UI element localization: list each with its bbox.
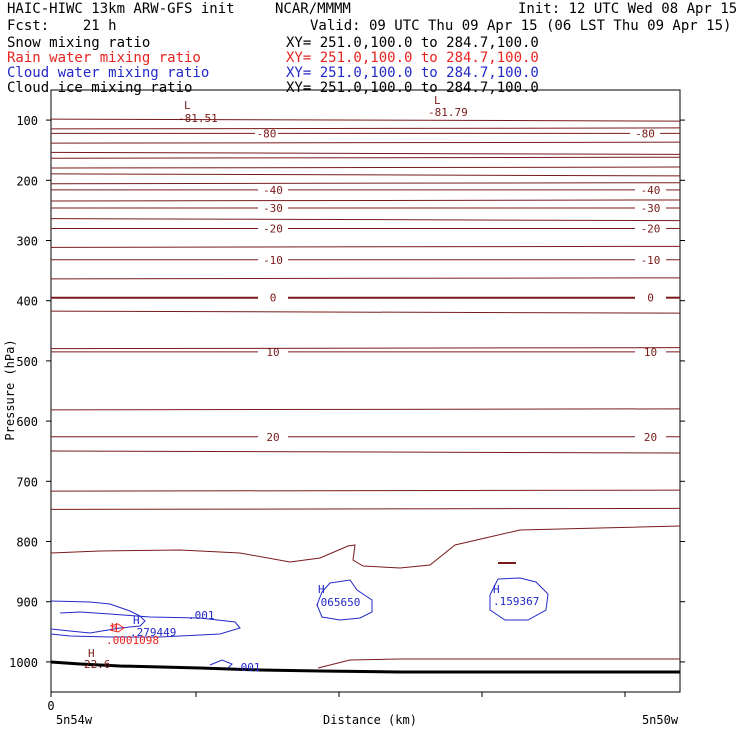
annotation-max-label: .065650 [314,596,360,609]
isotherm-line [50,199,681,202]
org-label: NCAR/MMMM [275,1,351,17]
y-tick-label: 800 [16,536,38,550]
plot-frame [50,89,681,693]
isotherm-line [50,173,681,177]
cloud-water-contour [50,600,146,634]
field-cloudwater-xy: XY= 251.0,100.0 to 284.7,100.0 [286,65,539,81]
isotherm-line [50,245,681,248]
isotherm-label: 20 [644,431,657,444]
isotherm-line [50,489,681,492]
isotherm-label: 20 [266,431,279,444]
rain-water-contour [109,623,125,633]
y-tick-label: 900 [16,596,38,610]
annotation-H-marker: H [88,647,95,660]
isotherm-line [50,218,681,222]
isotherm-line [50,450,681,454]
field-cloudice-name: Cloud ice mixing ratio [7,80,193,96]
x-tick-label-left: 5n54w [56,713,93,727]
isotherm-label: -20 [263,222,283,235]
isotherm-label: -20 [641,222,661,235]
annotation-H-marker: H [111,621,118,634]
annotation-min-label: -81.51 [178,112,218,125]
isotherm-label: -40 [263,184,283,197]
annotation-min-label: -81.79 [428,106,468,119]
y-axis-label: Pressure (hPa) [3,339,17,440]
cloud-water-contour [489,577,549,621]
x-origin-label: 0 [47,699,54,713]
y-tick-label: 100 [16,114,38,128]
field-cloudice-xy: XY= 251.0,100.0 to 284.7,100.0 [286,80,539,96]
annotation-H-marker: H [493,583,500,596]
isotherm-label: -80 [257,127,277,140]
isotherm-line [50,182,681,185]
isotherm-line [50,151,681,155]
y-tick-label: 1000 [9,656,38,670]
isotherm-line [50,156,681,159]
annotation-max-label: .279449 [130,626,176,639]
x-tick-label-right: 5n50w [642,713,679,727]
isotherm-label: 10 [266,346,279,359]
annotation-L-marker: L [434,94,441,107]
annotation-contour-label: .001 [188,609,215,622]
run-title: HAIC-HIWC 13km ARW-GFS init [7,1,235,17]
isotherm-label: -40 [641,184,661,197]
isotherm-line [50,507,681,510]
field-rain-xy: XY= 251.0,100.0 to 284.7,100.0 [286,50,539,66]
isotherm-label: -30 [641,202,661,215]
annotation-max-label: .159367 [493,595,539,608]
cloud-water-contour [209,659,233,669]
annotation-H-marker: H [318,583,325,596]
isotherm-line [50,127,681,130]
y-tick-label: 700 [16,475,38,489]
isotherm-label: 10 [644,346,657,359]
isotherm-label: 0 [270,292,277,305]
isotherm-line [50,141,681,144]
annotation-contour-label: .001 [234,661,261,674]
isotherm-line [50,525,681,569]
y-tick-label: 600 [16,415,38,429]
isotherm-line [50,347,681,350]
isotherm-label: -10 [641,254,661,267]
isotherm-line [50,277,681,280]
cloud-water-contour [50,611,241,638]
field-rain-name: Rain water mixing ratio [7,50,201,66]
field-snow-name: Snow mixing ratio [7,35,151,51]
isotherm-label: -80 [635,127,655,140]
annotation-max-label: .0001098 [106,634,159,647]
annotation-H-marker: H [133,614,140,627]
y-tick-label: 200 [16,174,38,188]
annotation-max-label: 22.6 [84,658,111,671]
isotherm-label: 0 [647,292,654,305]
isotherm-line [50,408,681,411]
forecast-hour: Fcst: 21 h [7,18,117,34]
field-cloudwater-name: Cloud water mixing ratio [7,65,210,81]
valid-time: Valid: 09 UTC Thu 09 Apr 15 (06 LST Thu … [310,18,732,34]
cloud-water-contour [316,579,373,621]
isotherm-line [50,310,681,314]
y-tick-label: 500 [16,355,38,369]
isotherm-label: -10 [263,254,283,267]
init-time: Init: 12 UTC Wed 08 Apr 15 [518,1,738,17]
isotherm-line [50,166,681,169]
y-tick-label: 300 [16,235,38,249]
isotherm-label: -30 [263,202,283,215]
y-tick-label: 400 [16,295,38,309]
annotation-L-marker: L [184,99,191,112]
terrain-line [50,660,680,674]
field-snow-xy: XY= 251.0,100.0 to 284.7,100.0 [286,35,539,51]
isotherm-line [317,658,680,669]
x-axis-label: Distance (km) [323,713,417,727]
isotherm-line [50,118,681,122]
